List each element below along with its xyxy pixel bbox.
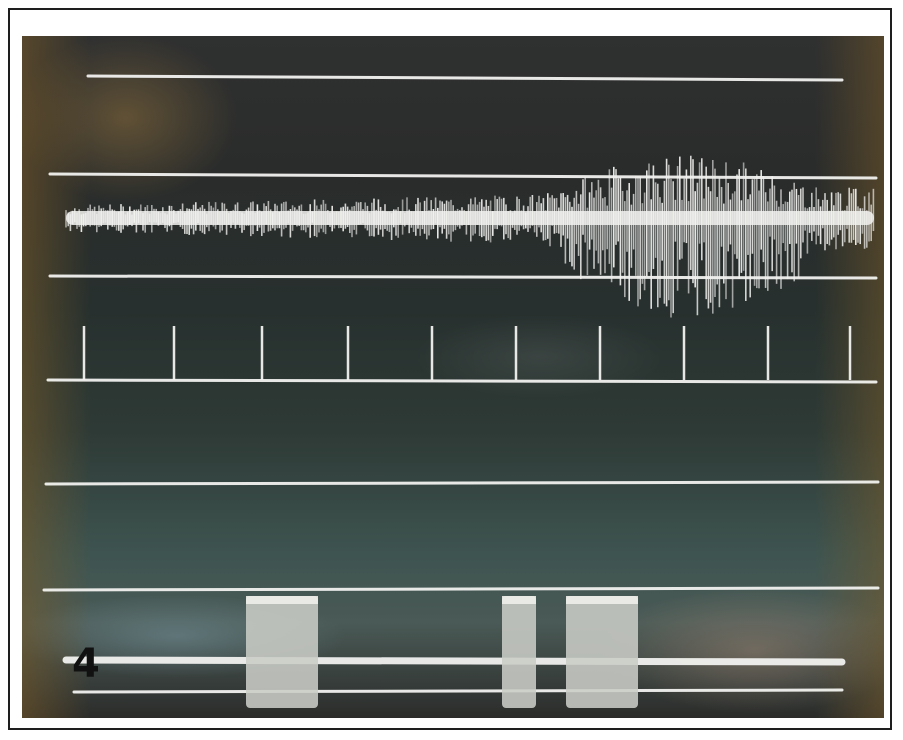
reference-line [44,480,880,486]
reference-line [46,378,878,384]
reference-line [86,74,844,82]
gate-pulse [566,596,638,708]
gate-pulse [502,596,536,708]
gate-pulse [246,596,318,708]
oscilloscope-screen [22,36,884,718]
reference-line [48,274,878,280]
reference-line [42,586,880,592]
panel-number-label: 4 [72,641,100,687]
gate-pulse-top [502,596,536,604]
gate-pulse-top [246,596,318,604]
oscilloscope-traces [42,74,880,708]
reference-line [48,172,878,180]
reference-line [72,688,844,694]
pulse-baseline [62,656,846,666]
gate-pulse-top [566,596,638,604]
signal-core [66,211,874,225]
